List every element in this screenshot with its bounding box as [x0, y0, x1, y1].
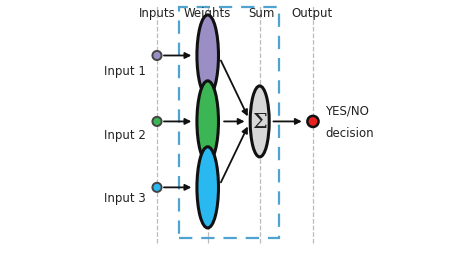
Ellipse shape — [197, 82, 218, 162]
Text: decision: decision — [324, 127, 373, 140]
Ellipse shape — [197, 16, 218, 97]
Ellipse shape — [250, 87, 268, 157]
Text: Sum: Sum — [247, 7, 273, 20]
Text: Σ: Σ — [252, 113, 267, 131]
Text: Inputs: Inputs — [138, 7, 175, 20]
Text: Input 2: Input 2 — [103, 128, 145, 141]
Bar — [178, 8, 278, 238]
Ellipse shape — [197, 147, 218, 228]
Circle shape — [152, 183, 161, 192]
Text: Input 3: Input 3 — [103, 191, 145, 204]
Circle shape — [152, 52, 161, 61]
Text: Output: Output — [290, 7, 332, 20]
Text: YES/NO: YES/NO — [324, 104, 368, 117]
Text: Weights: Weights — [184, 7, 231, 20]
Circle shape — [152, 117, 161, 126]
Text: Input 1: Input 1 — [103, 65, 145, 78]
Circle shape — [307, 116, 318, 128]
